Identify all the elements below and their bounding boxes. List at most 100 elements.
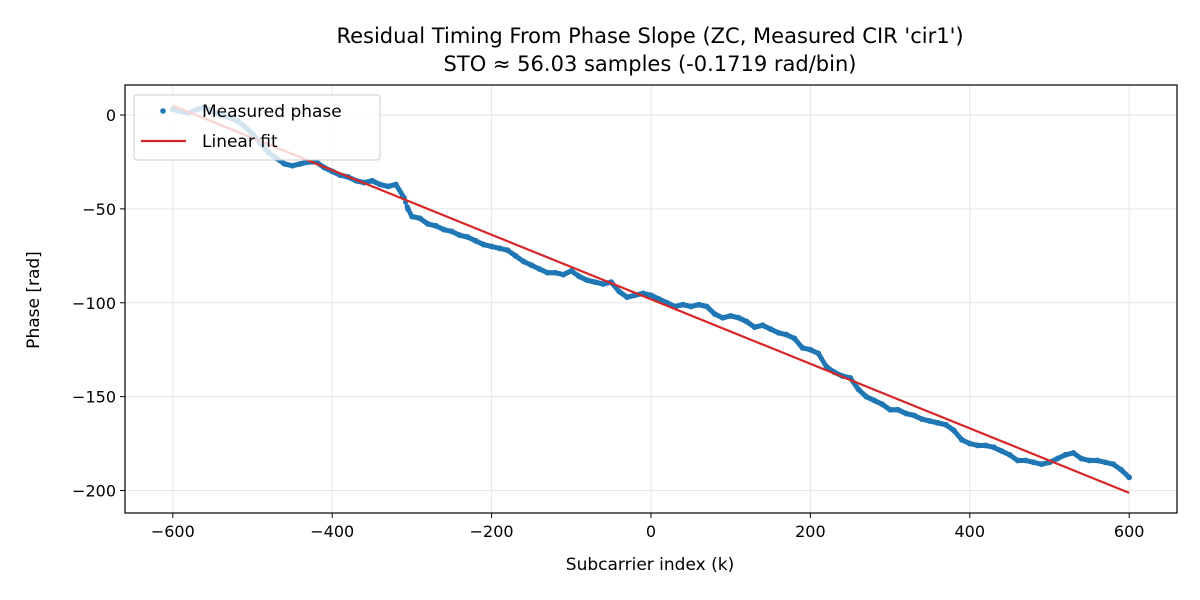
measured-phase-point xyxy=(1054,455,1061,462)
measured-phase-point xyxy=(1006,451,1013,458)
measured-phase-point xyxy=(751,324,758,331)
y-tick-label: −100 xyxy=(72,294,116,313)
measured-phase-point xyxy=(791,335,798,342)
axis-ticks: −600 −400 −200 0 200 400 600 0 −50 −100 −150 −200 xyxy=(72,106,1144,541)
measured-phase-point xyxy=(377,181,383,188)
measured-phase-point xyxy=(998,448,1005,454)
measured-phase-point xyxy=(735,314,742,321)
measured-phase-point xyxy=(568,267,575,274)
measured-phase-point xyxy=(990,444,997,451)
measured-phase-point xyxy=(879,401,886,408)
measured-phase-point xyxy=(871,397,878,404)
measured-phase-point xyxy=(935,419,941,426)
measured-phase-point xyxy=(982,442,989,449)
x-tick-label: −400 xyxy=(310,522,354,541)
measured-phase-point xyxy=(703,303,710,310)
measured-phase-point xyxy=(552,269,559,276)
legend-box xyxy=(133,94,381,161)
measured-phase-point xyxy=(528,262,535,269)
measured-phase-point xyxy=(1086,457,1093,464)
chart-subtitle: STO ≈ 56.03 samples (-0.1719 rad/bin) xyxy=(444,52,857,76)
y-axis-label: Phase [rad] xyxy=(24,251,44,349)
measured-phase-point xyxy=(695,301,702,308)
measured-phase-point xyxy=(719,314,726,321)
measured-phase-point xyxy=(424,221,431,227)
measured-phase-point xyxy=(927,418,933,424)
measured-phase-point xyxy=(289,162,296,169)
measured-phase-point xyxy=(711,311,718,317)
measured-phase-point xyxy=(496,245,503,252)
measured-phase-point xyxy=(775,329,782,336)
legend-label-measured-phase: Measured phase xyxy=(202,102,342,122)
measured-phase-point xyxy=(1030,459,1037,466)
measured-phase-point xyxy=(393,181,399,188)
x-tick-label: 0 xyxy=(646,522,656,541)
measured-phase-point xyxy=(679,301,686,308)
measured-phase-point xyxy=(815,350,822,357)
measured-phase-point xyxy=(416,215,423,222)
measured-phase-point xyxy=(1078,455,1085,462)
measured-phase-point xyxy=(472,237,479,244)
measured-phase-point xyxy=(759,322,766,329)
measured-phase-point xyxy=(863,393,870,400)
measured-phase-point xyxy=(966,440,973,447)
measured-phase-point xyxy=(616,288,623,295)
measured-phase-point xyxy=(1038,461,1045,468)
measured-phase-point xyxy=(783,331,790,338)
measured-phase-point xyxy=(520,258,527,265)
measured-phase-point xyxy=(504,247,511,254)
measured-phase-point xyxy=(297,160,304,167)
measured-phase-point xyxy=(799,344,806,351)
measured-phase-point xyxy=(1022,457,1029,464)
measured-phase-point xyxy=(369,177,375,184)
measured-phase-point xyxy=(1094,457,1101,464)
x-axis-label: Subcarrier index (k) xyxy=(566,555,734,575)
measured-phase-point xyxy=(448,228,455,235)
measured-phase-point xyxy=(600,281,607,287)
measured-phase-point xyxy=(281,160,288,167)
legend: Measured phase Linear fit xyxy=(133,94,381,161)
measured-phase-point xyxy=(895,406,901,413)
measured-phase-point xyxy=(480,241,487,248)
x-tick-label: 400 xyxy=(955,522,986,541)
measured-phase-point xyxy=(911,412,917,419)
x-tick-label: 600 xyxy=(1114,522,1145,541)
measured-phase-point xyxy=(1118,466,1125,473)
measured-phase-point xyxy=(624,294,630,301)
measured-phase-point xyxy=(903,410,909,417)
measured-phase-point xyxy=(488,243,495,250)
measured-phase-point xyxy=(807,346,814,353)
measured-phase-point xyxy=(536,266,543,272)
measured-phase-point xyxy=(432,222,439,229)
measured-phase-point xyxy=(855,386,862,393)
y-tick-label: −150 xyxy=(72,388,116,407)
linear-fit-line xyxy=(172,104,1130,494)
measured-phase-point xyxy=(648,292,654,299)
measured-phase-point xyxy=(456,232,463,239)
measured-phase-point xyxy=(919,416,925,423)
measured-phase-point xyxy=(1062,451,1069,458)
measured-phase-point xyxy=(409,213,415,220)
measured-phase-point xyxy=(544,269,551,276)
measured-phase-point xyxy=(656,296,662,302)
measured-phase-point xyxy=(974,442,981,449)
measured-phase-point xyxy=(560,271,567,278)
y-tick-label: 0 xyxy=(106,106,116,125)
plot-series xyxy=(169,104,1133,494)
y-tick-label: −200 xyxy=(72,481,116,500)
measured-phase-point xyxy=(687,303,694,310)
measured-phase-point xyxy=(1110,461,1117,468)
measured-phase-point xyxy=(958,436,965,443)
measured-phase-point xyxy=(592,279,599,286)
measured-phase-point xyxy=(512,252,519,259)
measured-phase-point xyxy=(385,183,391,190)
measured-phase-point xyxy=(1070,450,1077,456)
chart-title: Residual Timing From Phase Slope (ZC, Me… xyxy=(336,24,963,48)
x-tick-label: −200 xyxy=(470,522,514,541)
measured-phase-point xyxy=(1102,459,1109,466)
measured-phase-point xyxy=(464,234,471,240)
measured-phase-point xyxy=(405,205,411,212)
measured-phase-point xyxy=(942,421,949,428)
measured-phase-point xyxy=(440,226,447,233)
